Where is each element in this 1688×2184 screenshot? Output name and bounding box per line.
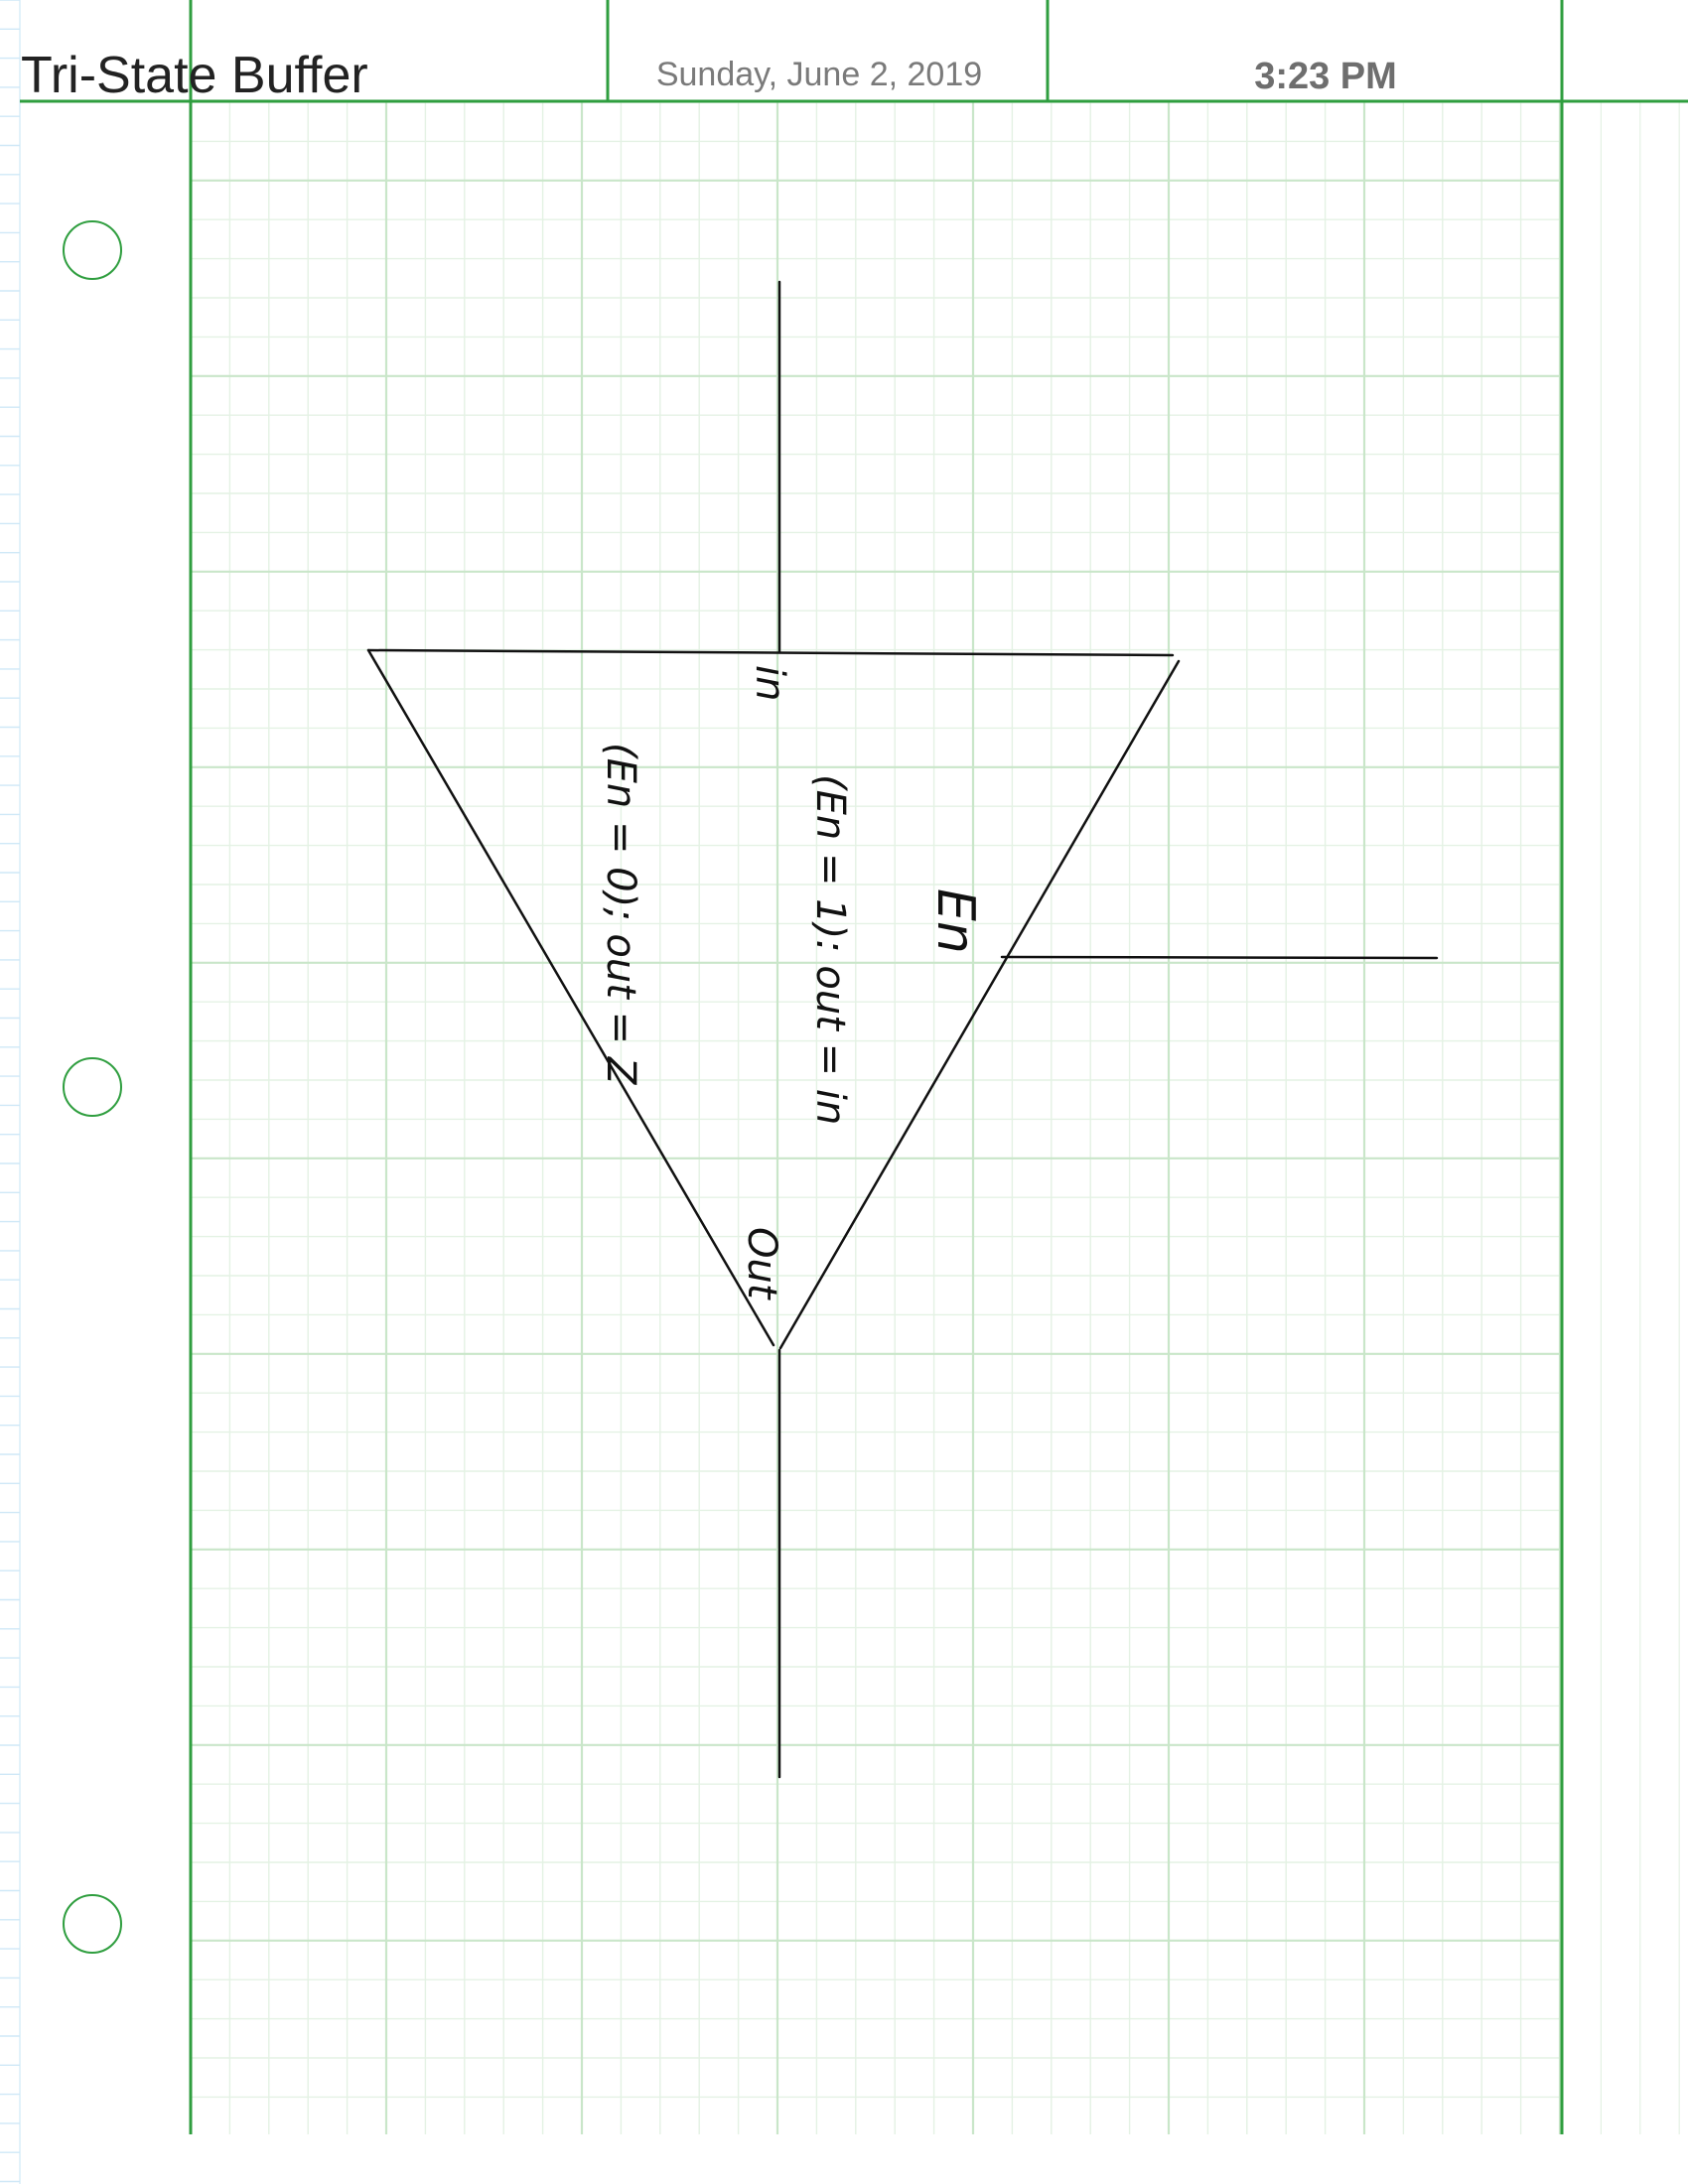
page-date: Sunday, June 2, 2019 <box>655 56 983 93</box>
enable-wire <box>1000 955 1439 960</box>
minor-grid-lines <box>191 101 1680 2134</box>
binder-hole <box>63 220 122 280</box>
tri-state-buffer-drawing <box>366 280 1439 1779</box>
label-disabled-rule: (En = 0); out = Z <box>598 743 643 1086</box>
left-blue-strip-lines <box>0 0 21 2184</box>
label-out: Out <box>739 1227 784 1300</box>
buffer-triangle-top <box>366 648 1175 657</box>
label-in: in <box>747 665 792 701</box>
label-enable: En <box>925 888 985 954</box>
page-time: 3:23 PM <box>1254 56 1397 97</box>
binder-hole <box>63 1894 122 1954</box>
binder-hole <box>63 1057 122 1117</box>
buffer-triangle-left <box>366 648 775 1347</box>
page-title: Tri-State Buffer <box>21 47 368 104</box>
label-enabled-rule: (En = 1): out = in <box>807 774 853 1125</box>
major-grid-lines <box>189 101 1562 2134</box>
buffer-triangle-right <box>778 659 1181 1350</box>
